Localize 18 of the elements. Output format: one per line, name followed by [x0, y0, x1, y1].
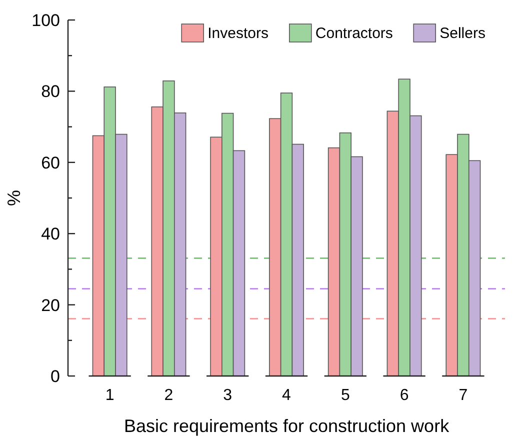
x-tick-label: 4 — [282, 387, 292, 404]
y-axis-title: % — [4, 190, 24, 206]
y-tick-label: 20 — [41, 296, 60, 315]
legend-label: Investors — [208, 25, 268, 42]
legend-label: Sellers — [440, 25, 486, 42]
x-tick-label: 5 — [340, 387, 350, 404]
y-tick-label: 80 — [41, 82, 60, 102]
x-tick-label: 6 — [400, 387, 409, 404]
x-tick-label: 7 — [458, 387, 468, 404]
x-tick-label: 3 — [223, 387, 232, 404]
x-tick-label: 2 — [164, 387, 174, 404]
y-tick-label: 100 — [32, 10, 60, 30]
x-tick-label: 1 — [105, 387, 114, 404]
legend-label: Contractors — [315, 25, 393, 42]
x-axis-title: Basic requirements for construction work — [124, 416, 450, 436]
y-tick-label: 0 — [50, 366, 60, 386]
y-tick-label: 40 — [41, 224, 60, 244]
y-tick-label: 60 — [41, 153, 60, 172]
